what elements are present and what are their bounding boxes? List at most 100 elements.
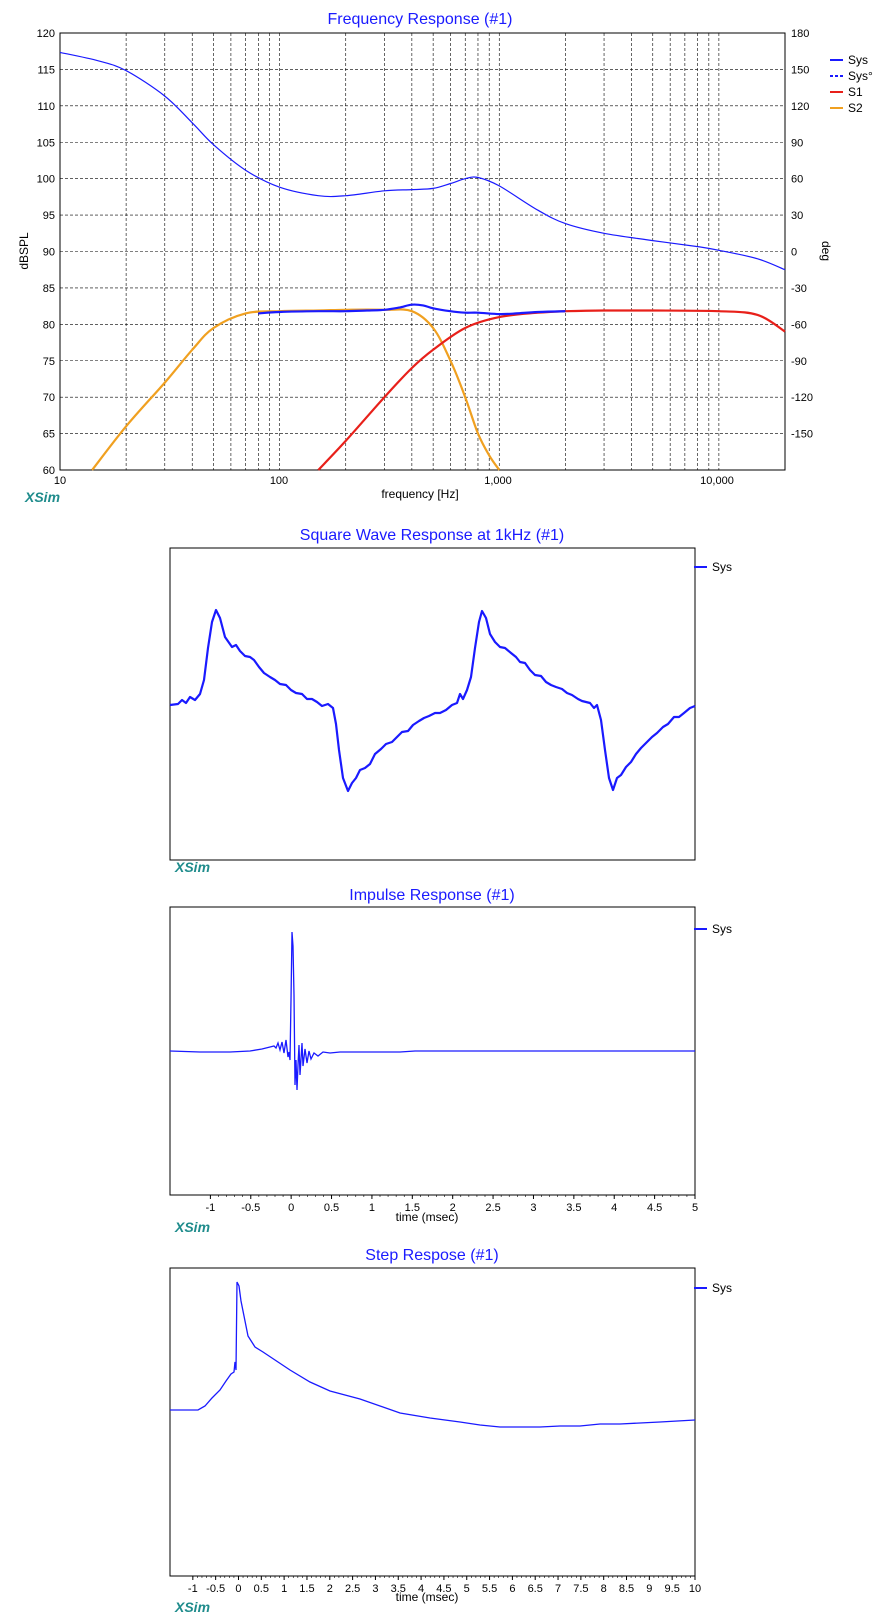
fr-y-right-tick: 90 xyxy=(791,137,803,149)
step-x-tick: 5 xyxy=(464,1583,470,1595)
fr-series-s1 xyxy=(317,309,786,471)
fr-y-left-tick: 115 xyxy=(37,64,55,76)
imp-x-tick: 1 xyxy=(369,1202,375,1214)
fr-legend-label: Sys xyxy=(848,53,868,67)
frequency-response-chart: Frequency Response (#1) 10 100 1,000 10,… xyxy=(17,11,873,505)
fr-x-tick: 1,000 xyxy=(484,475,512,487)
imp-x-tick: -1 xyxy=(205,1202,215,1214)
fr-grid xyxy=(60,33,786,470)
fr-series xyxy=(59,51,786,471)
step-x-axis-label: time (msec) xyxy=(396,1590,459,1604)
step-brand-label: XSim xyxy=(174,1599,210,1615)
imp-x-tick: 3.5 xyxy=(566,1202,581,1214)
step-x-tick: 6 xyxy=(509,1583,515,1595)
step-x-tick: 2 xyxy=(327,1583,333,1595)
fr-y-left-tick: 95 xyxy=(43,210,55,222)
fr-y-left-tick: 105 xyxy=(37,137,55,149)
fr-y-left-tick: 100 xyxy=(37,174,55,186)
step-x-tick: 2.5 xyxy=(345,1583,360,1595)
fr-series-sys xyxy=(258,303,566,316)
fr-y-right-tick: 150 xyxy=(791,64,809,76)
fr-x-tick: 10,000 xyxy=(700,475,734,487)
step-x-tick: 5.5 xyxy=(482,1583,497,1595)
fr-series-s2 xyxy=(91,308,501,471)
fr-y-left-tick: 60 xyxy=(43,465,55,477)
fr-y-axis-label-right: deg xyxy=(819,241,833,261)
imp-x-tick: 1.5 xyxy=(405,1202,420,1214)
fr-y-right-tick: 0 xyxy=(791,247,797,259)
fr-y-right-tick: 60 xyxy=(791,174,803,186)
fr-title: Frequency Response (#1) xyxy=(328,11,513,28)
step-x-tick: -1 xyxy=(188,1583,198,1595)
step-x-tick: 0.5 xyxy=(254,1583,269,1595)
sq-brand-label: XSim xyxy=(174,859,210,875)
step-x-tick: 0 xyxy=(235,1583,241,1595)
imp-x-tick: 2.5 xyxy=(485,1202,500,1214)
step-x-tick: 9 xyxy=(646,1583,652,1595)
step-x-tick: 3.5 xyxy=(391,1583,406,1595)
square-wave-chart: Square Wave Response at 1kHz (#1) Sys XS… xyxy=(169,527,732,875)
sq-legend-label: Sys xyxy=(712,560,732,574)
step-x-ticks: -1 -0.5 0 0.5 1 1.5 2 2.5 3 3.5 4 4.5 5 5.5 6 6.5 7 7.5 8 8… xyxy=(188,1576,701,1595)
imp-x-tick: -0.5 xyxy=(241,1202,260,1214)
fr-y-right-tick: 180 xyxy=(791,28,809,40)
imp-x-axis-label: time (msec) xyxy=(396,1210,459,1224)
fr-y-left-tick: 70 xyxy=(43,392,55,404)
step-plot-frame xyxy=(169,1267,696,1577)
imp-title: Impulse Response (#1) xyxy=(349,887,514,904)
fr-y-right-tick: -30 xyxy=(791,283,807,295)
step-legend-label: Sys xyxy=(712,1281,732,1295)
fr-legend-label: S2 xyxy=(848,101,863,115)
imp-x-ticks: -1 -0.5 0 0.5 1 1.5 2 2.5 3 3.5 4 4.5 5 xyxy=(205,1195,698,1214)
step-x-tick: 8.5 xyxy=(619,1583,634,1595)
fr-x-tick: 10 xyxy=(54,475,66,487)
step-title: Step Respose (#1) xyxy=(365,1247,498,1264)
step-x-tick: 1.5 xyxy=(299,1583,314,1595)
fr-y-right-tick: 120 xyxy=(791,101,809,113)
imp-series-sys xyxy=(169,931,695,1091)
step-x-tick: 7.5 xyxy=(573,1583,588,1595)
step-x-tick: 6.5 xyxy=(528,1583,543,1595)
fr-y-left-tick: 110 xyxy=(37,101,55,113)
step-x-tick: 7 xyxy=(555,1583,561,1595)
step-series-sys xyxy=(170,1281,696,1428)
fr-x-ticks: 10 100 1,000 10,000 xyxy=(54,475,734,487)
fr-series-sys-phase xyxy=(59,51,786,271)
imp-x-tick: 4 xyxy=(611,1202,617,1214)
imp-legend-label: Sys xyxy=(712,922,732,936)
step-x-tick: 4 xyxy=(418,1583,424,1595)
fr-brand-label: XSim xyxy=(24,489,60,505)
fr-y-right-tick: -60 xyxy=(791,319,807,331)
sq-title: Square Wave Response at 1kHz (#1) xyxy=(300,527,564,544)
fr-legend-label: S1 xyxy=(848,85,863,99)
step-x-tick: 1 xyxy=(281,1583,287,1595)
imp-x-tick: 0.5 xyxy=(324,1202,339,1214)
imp-x-tick: 5 xyxy=(692,1202,698,1214)
step-x-tick: 10 xyxy=(689,1583,701,1595)
sq-plot-frame xyxy=(169,547,696,861)
step-x-tick: 4.5 xyxy=(436,1583,451,1595)
impulse-response-chart: Impulse Response (#1) -1 -0.5 0 0.5 1 1.5 2 2.5… xyxy=(169,887,732,1235)
step-x-tick: 8 xyxy=(601,1583,607,1595)
fr-y-left-tick: 85 xyxy=(43,283,55,295)
imp-x-tick: 0 xyxy=(288,1202,294,1214)
step-response-chart: Step Respose (#1) -1 -0.5 0 0.5 1 1.5 2 2.5 3 3.5… xyxy=(169,1247,732,1615)
fr-y-right-tick: -90 xyxy=(791,356,807,368)
fr-y-left-tick: 80 xyxy=(43,319,55,331)
imp-x-tick: 4.5 xyxy=(647,1202,662,1214)
imp-x-tick: 2 xyxy=(450,1202,456,1214)
step-x-tick: -0.5 xyxy=(206,1583,225,1595)
fr-y-left-tick: 75 xyxy=(43,356,55,368)
fr-y-right-tick: -120 xyxy=(791,392,813,404)
fr-y-left-tick: 120 xyxy=(37,28,55,40)
fr-y-right-tick: 30 xyxy=(791,210,803,222)
sq-series-sys xyxy=(169,608,696,793)
fr-y-left-tick: 65 xyxy=(43,429,55,441)
imp-x-tick: 3 xyxy=(530,1202,536,1214)
fr-y-left-tick: 90 xyxy=(43,247,55,259)
imp-brand-label: XSim xyxy=(174,1219,210,1235)
fr-legend-label: Sys° xyxy=(848,69,873,83)
fr-y-axis-label-left: dBSPL xyxy=(17,232,31,270)
fr-plot-frame xyxy=(59,32,786,471)
